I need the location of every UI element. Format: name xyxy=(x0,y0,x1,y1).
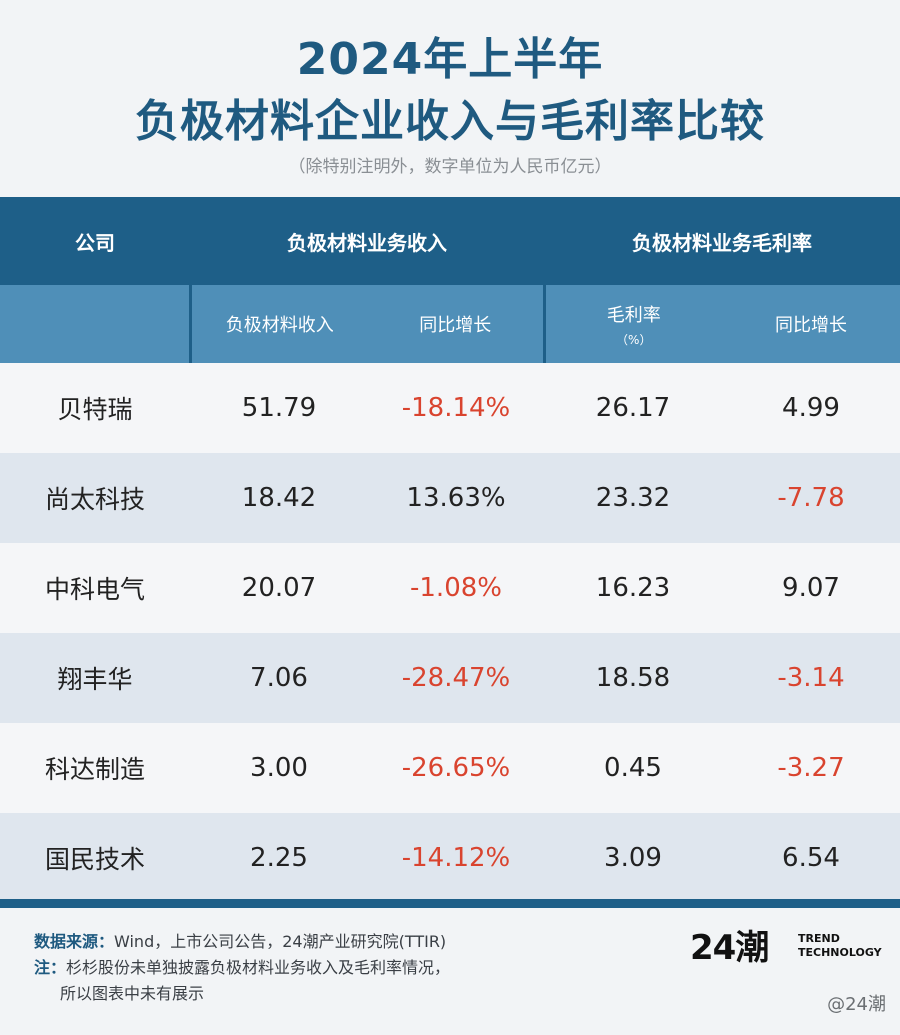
source-label: 数据来源： xyxy=(34,932,115,951)
header-margin: 毛利率 （%） xyxy=(542,285,722,363)
header-margin-yoy: 同比增长 xyxy=(722,285,900,363)
chart-header: 2024年上半年 负极材料企业收入与毛利率比较 （除特别注明外，数字单位为人民币… xyxy=(0,0,900,195)
table-row: 科达制造 3.00 -26.65% 0.45 -3.27 xyxy=(0,723,900,813)
header-margin-unit: （%） xyxy=(616,332,652,347)
cell-company: 中科电气 xyxy=(0,543,190,633)
cell-margin: 23.32 xyxy=(544,453,722,543)
cell-revenue-yoy: -1.08% xyxy=(368,543,544,633)
bottom-divider xyxy=(0,899,900,908)
logo-text: TREND TECHNOLOGY xyxy=(798,932,882,960)
header-column-row: 负极材料收入 同比增长 毛利率 （%） 同比增长 xyxy=(0,285,900,363)
cell-revenue-yoy: -14.12% xyxy=(368,813,544,903)
cell-revenue: 18.42 xyxy=(190,453,368,543)
chart-title-line2: 负极材料企业收入与毛利率比较 xyxy=(135,96,765,147)
cell-company: 尚太科技 xyxy=(0,453,190,543)
chart-title-line1: 2024年上半年 xyxy=(296,34,604,85)
header-revenue: 负极材料收入 xyxy=(188,285,368,363)
cell-margin: 18.58 xyxy=(544,633,722,723)
cell-revenue: 3.00 xyxy=(190,723,368,813)
logo-line1: TREND xyxy=(798,932,840,945)
table-row: 贝特瑞 51.79 -18.14% 26.17 4.99 xyxy=(0,363,900,453)
header-blank xyxy=(0,285,190,363)
table-row: 翔丰华 7.06 -28.47% 18.58 -3.14 xyxy=(0,633,900,723)
table-row: 尚太科技 18.42 13.63% 23.32 -7.78 xyxy=(0,453,900,543)
cell-margin: 26.17 xyxy=(544,363,722,453)
cell-revenue: 7.06 xyxy=(190,633,368,723)
header-revenue-yoy: 同比增长 xyxy=(368,285,544,363)
cell-margin-yoy: -7.78 xyxy=(722,453,900,543)
cell-revenue-yoy: -18.14% xyxy=(368,363,544,453)
brand-logo: 24潮 TREND TECHNOLOGY xyxy=(690,926,882,970)
watermark: @24潮 xyxy=(827,994,886,1015)
cell-revenue: 2.25 xyxy=(190,813,368,903)
cell-revenue: 51.79 xyxy=(190,363,368,453)
cell-company: 国民技术 xyxy=(0,813,190,903)
cell-revenue-yoy: 13.63% xyxy=(368,453,544,543)
cell-company: 科达制造 xyxy=(0,723,190,813)
cell-margin-yoy: 6.54 xyxy=(722,813,900,903)
cell-company: 翔丰华 xyxy=(0,633,190,723)
cell-revenue: 20.07 xyxy=(190,543,368,633)
header-margin-label: 毛利率 xyxy=(606,304,661,326)
header-group-row: 公司 负极材料业务收入 负极材料业务毛利率 xyxy=(0,197,900,285)
cell-margin: 16.23 xyxy=(544,543,722,633)
logo-mark: 24潮 xyxy=(690,928,769,968)
source-text: Wind，上市公司公告，24潮产业研究院(TTIR) xyxy=(114,932,447,951)
note-label: 注： xyxy=(34,958,67,977)
cell-margin-yoy: -3.27 xyxy=(722,723,900,813)
data-table: 公司 负极材料业务收入 负极材料业务毛利率 负极材料收入 同比增长 毛利率 （%… xyxy=(0,197,900,903)
chart-subtitle: （除特别注明外，数字单位为人民币亿元） xyxy=(288,157,612,177)
cell-margin-yoy: 9.07 xyxy=(722,543,900,633)
cell-margin: 0.45 xyxy=(544,723,722,813)
cell-margin: 3.09 xyxy=(544,813,722,903)
header-company: 公司 xyxy=(0,197,190,285)
table-body: 贝特瑞 51.79 -18.14% 26.17 4.99 尚太科技 18.42 13.63% 2… xyxy=(0,363,900,903)
source-line: 数据来源：Wind，上市公司公告，24潮产业研究院(TTIR) xyxy=(34,929,654,955)
cell-revenue-yoy: -26.65% xyxy=(368,723,544,813)
header-revenue-group: 负极材料业务收入 xyxy=(190,197,544,285)
cell-margin-yoy: 4.99 xyxy=(722,363,900,453)
cell-margin-yoy: -3.14 xyxy=(722,633,900,723)
note-text-1: 杉杉股份未单独披露负极材料业务收入及毛利率情况， xyxy=(66,958,451,977)
note-line: 注：杉杉股份未单独披露负极材料业务收入及毛利率情况， xyxy=(34,955,654,981)
cell-revenue-yoy: -28.47% xyxy=(368,633,544,723)
table-row: 国民技术 2.25 -14.12% 3.09 6.54 xyxy=(0,813,900,903)
header-margin-group: 负极材料业务毛利率 xyxy=(544,197,900,285)
table-row: 中科电气 20.07 -1.08% 16.23 9.07 xyxy=(0,543,900,633)
note-line-2: 所以图表中未有展示 xyxy=(60,984,205,1003)
footer-notes: 数据来源：Wind，上市公司公告，24潮产业研究院(TTIR) 注：杉杉股份未单… xyxy=(34,929,654,1007)
cell-company: 贝特瑞 xyxy=(0,363,190,453)
logo-line2: TECHNOLOGY xyxy=(798,946,882,959)
